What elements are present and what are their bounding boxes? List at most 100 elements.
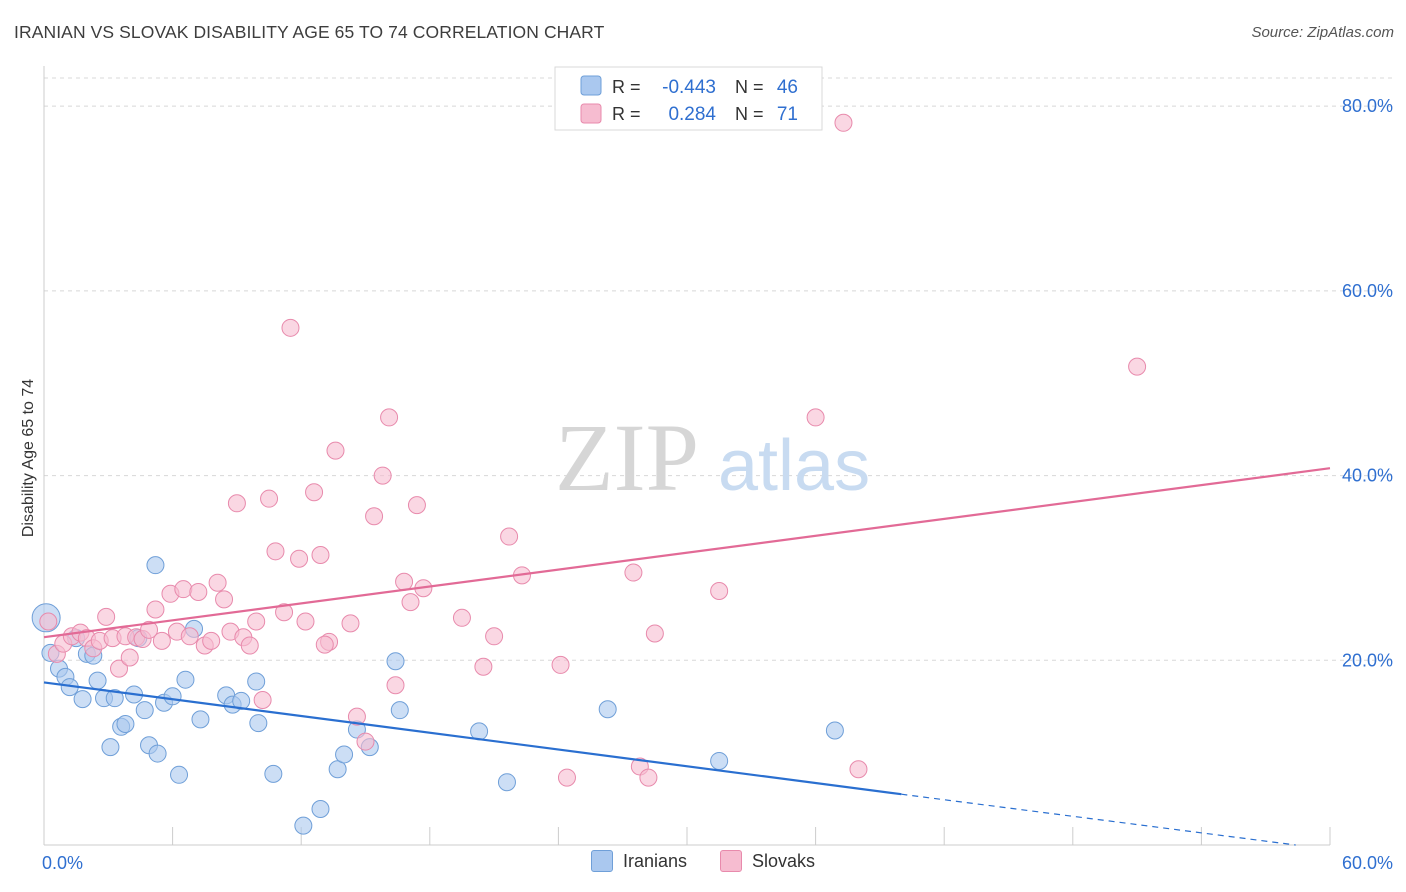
series-legend: Iranians Slovaks bbox=[0, 850, 1406, 877]
iranians-point bbox=[101, 738, 120, 757]
watermark-atlas: atlas bbox=[718, 426, 870, 506]
slovaks-trend-line bbox=[43, 467, 1331, 639]
slovaks-point bbox=[247, 612, 266, 631]
iranians-point bbox=[294, 816, 313, 835]
iranians-point bbox=[232, 691, 251, 710]
x-tick-labels: 0.0% 60.0% bbox=[42, 853, 1393, 873]
iranians-point bbox=[88, 671, 107, 690]
slovaks-point bbox=[645, 624, 664, 643]
iranians-point bbox=[105, 689, 124, 708]
chart-title: IRANIAN VS SLOVAK DISABILITY AGE 65 TO 7… bbox=[14, 22, 605, 42]
slovaks-point bbox=[39, 612, 58, 631]
y-tick-label: 60.0% bbox=[1342, 281, 1393, 301]
slovaks-point bbox=[395, 572, 414, 591]
slovaks-point bbox=[557, 768, 576, 787]
chart-source: Source: ZipAtlas.com bbox=[1251, 24, 1394, 41]
slovaks-point bbox=[146, 600, 165, 619]
stats-legend-r-value: 0.284 bbox=[668, 104, 716, 125]
iranians-point bbox=[598, 700, 617, 719]
iranians-point bbox=[163, 687, 182, 706]
stats-legend-n-label: N = bbox=[735, 77, 764, 97]
slovaks-point bbox=[365, 507, 384, 526]
slovaks-point bbox=[275, 603, 294, 622]
slovaks-point bbox=[227, 494, 246, 513]
stats-legend-r-label: R = bbox=[612, 104, 641, 124]
slovaks-point bbox=[140, 620, 159, 639]
slovaks-point bbox=[500, 527, 519, 546]
slovaks-point bbox=[152, 631, 171, 650]
slovaks-point bbox=[624, 563, 643, 582]
slovaks-point bbox=[326, 441, 345, 460]
iranians-point bbox=[73, 690, 92, 709]
slovaks-point bbox=[305, 483, 324, 502]
slovaks-point bbox=[260, 489, 279, 508]
iranians-point bbox=[135, 701, 154, 720]
iranians-point bbox=[264, 764, 283, 783]
stats-legend-n-value: 71 bbox=[777, 104, 798, 125]
slovaks-point bbox=[341, 614, 360, 633]
slovaks-point bbox=[485, 627, 504, 646]
slovaks-point bbox=[189, 582, 208, 601]
iranians-point bbox=[191, 710, 210, 729]
slovaks-point bbox=[97, 607, 116, 626]
iranians-point bbox=[116, 715, 135, 734]
slovaks-point bbox=[1128, 357, 1147, 376]
iranians-point bbox=[825, 721, 844, 740]
slovaks-point bbox=[380, 408, 399, 427]
iranians-trend-line bbox=[43, 681, 902, 796]
slovaks-point bbox=[174, 580, 193, 599]
slovaks-point bbox=[120, 648, 139, 667]
slovaks-point bbox=[551, 655, 570, 674]
legend-label-iranians: Iranians bbox=[622, 850, 687, 871]
x-tick-label: 0.0% bbox=[42, 853, 83, 873]
slovaks-point bbox=[834, 113, 853, 132]
iranians-point bbox=[170, 765, 189, 784]
slovaks-point bbox=[373, 466, 392, 485]
iranians-trend-extension bbox=[901, 793, 1296, 846]
stats-legend-n-value: 46 bbox=[777, 77, 798, 98]
stats-legend: R = -0.443 N = 46 R = 0.284 N = 71 bbox=[554, 66, 823, 131]
iranians-point bbox=[311, 799, 330, 818]
legend-item-iranians[interactable]: Iranians bbox=[590, 850, 687, 872]
legend-label-slovaks: Slovaks bbox=[752, 850, 816, 871]
stats-legend-n-label: N = bbox=[735, 104, 764, 124]
iranians-point bbox=[247, 672, 266, 691]
iranians-point bbox=[146, 556, 165, 575]
y-axis-label: Disability Age 65 to 74 bbox=[20, 379, 37, 537]
trend-lines bbox=[43, 467, 1331, 846]
iranians-point bbox=[390, 701, 409, 720]
grid-lines bbox=[44, 77, 1392, 661]
slovaks-point bbox=[710, 582, 729, 601]
slovaks-point bbox=[290, 549, 309, 568]
iranians-point bbox=[710, 751, 729, 770]
data-points bbox=[31, 113, 1147, 835]
slovaks-point bbox=[208, 573, 227, 592]
watermark-zip: ZIP bbox=[555, 404, 699, 511]
iranians-point bbox=[148, 744, 167, 763]
legend-swatch-slovaks bbox=[720, 850, 743, 872]
slovaks-point bbox=[474, 657, 493, 676]
iranians-point bbox=[176, 670, 195, 689]
x-tick-label: 60.0% bbox=[1342, 853, 1393, 873]
slovaks-point bbox=[639, 768, 658, 787]
slovaks-point bbox=[315, 635, 334, 654]
slovaks-point bbox=[180, 627, 199, 646]
stats-legend-r-label: R = bbox=[612, 77, 641, 97]
iranians-point bbox=[386, 652, 405, 671]
y-tick-label: 20.0% bbox=[1342, 650, 1393, 670]
slovaks-point bbox=[806, 408, 825, 427]
slovaks-point bbox=[311, 546, 330, 565]
legend-item-slovaks[interactable]: Slovaks bbox=[720, 850, 815, 872]
slovaks-point bbox=[110, 659, 129, 678]
slovaks-point bbox=[347, 707, 366, 726]
stats-legend-r-value: -0.443 bbox=[662, 77, 716, 98]
iranians-point bbox=[335, 745, 354, 764]
stats-legend-iranians-swatch bbox=[580, 75, 602, 96]
slovaks-point bbox=[202, 631, 221, 650]
slovaks-point bbox=[253, 691, 272, 710]
slovaks-point bbox=[452, 608, 471, 627]
y-tick-label: 80.0% bbox=[1342, 96, 1393, 116]
slovaks-point bbox=[401, 593, 420, 612]
slovaks-point bbox=[407, 496, 426, 515]
